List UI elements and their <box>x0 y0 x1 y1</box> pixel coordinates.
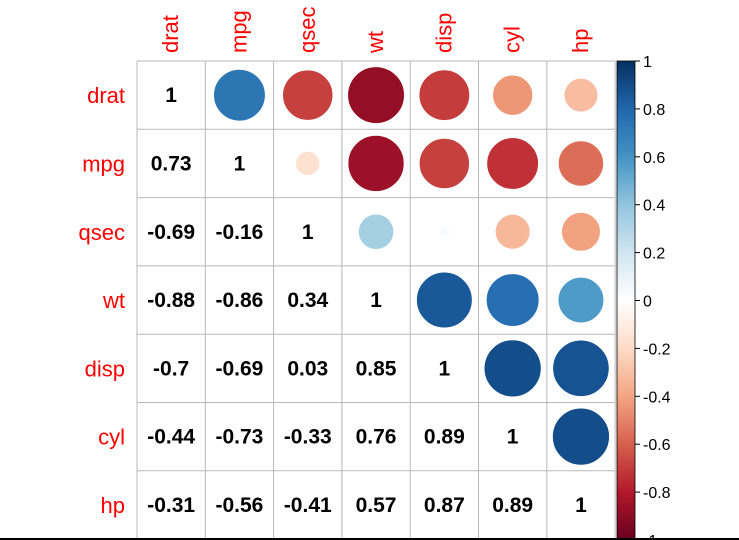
colorbar-tick-label: -1 <box>643 533 657 540</box>
corr-circle-drat-qsec <box>282 69 334 121</box>
row-label-drat: drat <box>87 83 125 108</box>
colorbar-tick-label: -0.4 <box>643 389 671 406</box>
corr-value-cyl-drat: -0.44 <box>147 426 195 449</box>
row-label-wt: wt <box>102 288 125 313</box>
corr-value-cyl-wt: 0.76 <box>356 426 397 449</box>
corr-circle-mpg-qsec <box>295 151 321 176</box>
corr-circle-mpg-wt <box>347 135 405 192</box>
corr-value-mpg-mpg: 1 <box>234 152 246 175</box>
corr-circle-qsec-hp <box>561 212 601 252</box>
corr-circle-qsec-cyl <box>495 214 531 250</box>
corr-value-qsec-mpg: -0.16 <box>216 221 264 244</box>
corr-value-hp-hp: 1 <box>575 494 587 517</box>
corr-circle-wt-hp <box>557 276 605 324</box>
corr-circle-mpg-hp <box>558 140 604 187</box>
corr-value-cyl-cyl: 1 <box>507 426 519 449</box>
colorbar-tick-label: -0.8 <box>643 485 671 502</box>
corr-circle-disp-cyl <box>483 339 542 398</box>
corr-circle-drat-wt <box>347 66 405 124</box>
corr-circle-drat-cyl <box>492 74 533 116</box>
row-label-disp: disp <box>85 356 125 381</box>
row-label-qsec: qsec <box>79 220 125 245</box>
matrix-cells: 1 0.73 1 -0.69 -0.16 1 -0.88 -0.86 0.34 1 -0.7 -0.6… <box>147 66 610 517</box>
column-labels: drat mpg qsec wt disp cyl hp <box>158 7 593 54</box>
corr-value-disp-disp: 1 <box>439 357 451 380</box>
corr-value-hp-mpg: -0.56 <box>216 494 264 517</box>
row-labels: drat mpg qsec wt disp cyl hp <box>79 83 125 518</box>
colorbar-gradient <box>616 60 636 540</box>
colorbar-tick-label: 0.6 <box>643 150 665 167</box>
col-label-drat: drat <box>158 15 183 53</box>
colorbar-tick-label: 0.2 <box>643 246 665 263</box>
corr-value-disp-qsec: 0.03 <box>287 357 328 380</box>
corr-circle-wt-disp <box>416 271 473 329</box>
corr-value-drat-drat: 1 <box>165 84 177 107</box>
corr-circle-wt-cyl <box>486 273 540 327</box>
colorbar-tick-label: -0.2 <box>643 341 671 358</box>
corr-value-mpg-drat: 0.73 <box>151 152 192 175</box>
colorbar-tick-label: -0.6 <box>643 437 671 454</box>
corr-circle-qsec-wt <box>358 213 394 250</box>
colorbar-tick-label: 0.8 <box>643 102 665 119</box>
col-label-mpg: mpg <box>226 10 251 53</box>
corr-value-hp-qsec: -0.41 <box>284 494 332 517</box>
col-label-qsec: qsec <box>295 7 320 53</box>
row-label-hp: hp <box>101 493 125 518</box>
col-label-cyl: cyl <box>500 26 525 53</box>
corr-value-hp-disp: 0.87 <box>424 494 465 517</box>
corr-value-wt-drat: -0.88 <box>147 289 195 312</box>
corr-circle-drat-disp <box>418 69 470 121</box>
corr-value-qsec-drat: -0.69 <box>147 221 195 244</box>
corr-value-hp-cyl: 0.89 <box>492 494 533 517</box>
colorbar-tick-label: 0.4 <box>643 198 665 215</box>
row-label-cyl: cyl <box>98 425 125 450</box>
corr-circle-drat-mpg <box>213 69 266 122</box>
row-label-mpg: mpg <box>82 151 125 176</box>
corr-circle-mpg-cyl <box>486 137 539 190</box>
grid-lines <box>136 60 616 540</box>
col-label-disp: disp <box>431 13 456 53</box>
corr-value-wt-wt: 1 <box>370 289 382 312</box>
corr-value-hp-drat: -0.31 <box>147 494 195 517</box>
corr-circle-qsec-disp <box>438 226 450 238</box>
col-label-wt: wt <box>363 31 388 54</box>
corr-value-disp-mpg: -0.69 <box>216 357 264 380</box>
colorbar-tick-label: 0 <box>643 294 652 311</box>
corr-value-qsec-qsec: 1 <box>302 221 314 244</box>
corr-value-wt-mpg: -0.86 <box>216 289 264 312</box>
corr-value-wt-qsec: 0.34 <box>287 289 328 312</box>
corr-value-cyl-disp: 0.89 <box>424 426 465 449</box>
col-label-hp: hp <box>568 29 593 53</box>
corr-value-disp-wt: 0.85 <box>356 357 397 380</box>
color-legend: 1 0.8 0.6 0.4 0.2 0 -0.2 -0.4 -0.6 -0.8 -1 <box>616 54 671 540</box>
corr-value-hp-wt: 0.57 <box>356 494 397 517</box>
corr-value-cyl-mpg: -0.73 <box>216 426 264 449</box>
corr-value-cyl-qsec: -0.33 <box>284 426 332 449</box>
corr-circle-cyl-hp <box>552 407 610 466</box>
corr-circle-drat-hp <box>563 78 599 113</box>
corr-value-disp-drat: -0.7 <box>153 357 189 380</box>
corr-circle-mpg-disp <box>419 138 470 189</box>
corr-circle-disp-hp <box>552 339 610 397</box>
colorbar-tick-label: 1 <box>643 54 652 71</box>
